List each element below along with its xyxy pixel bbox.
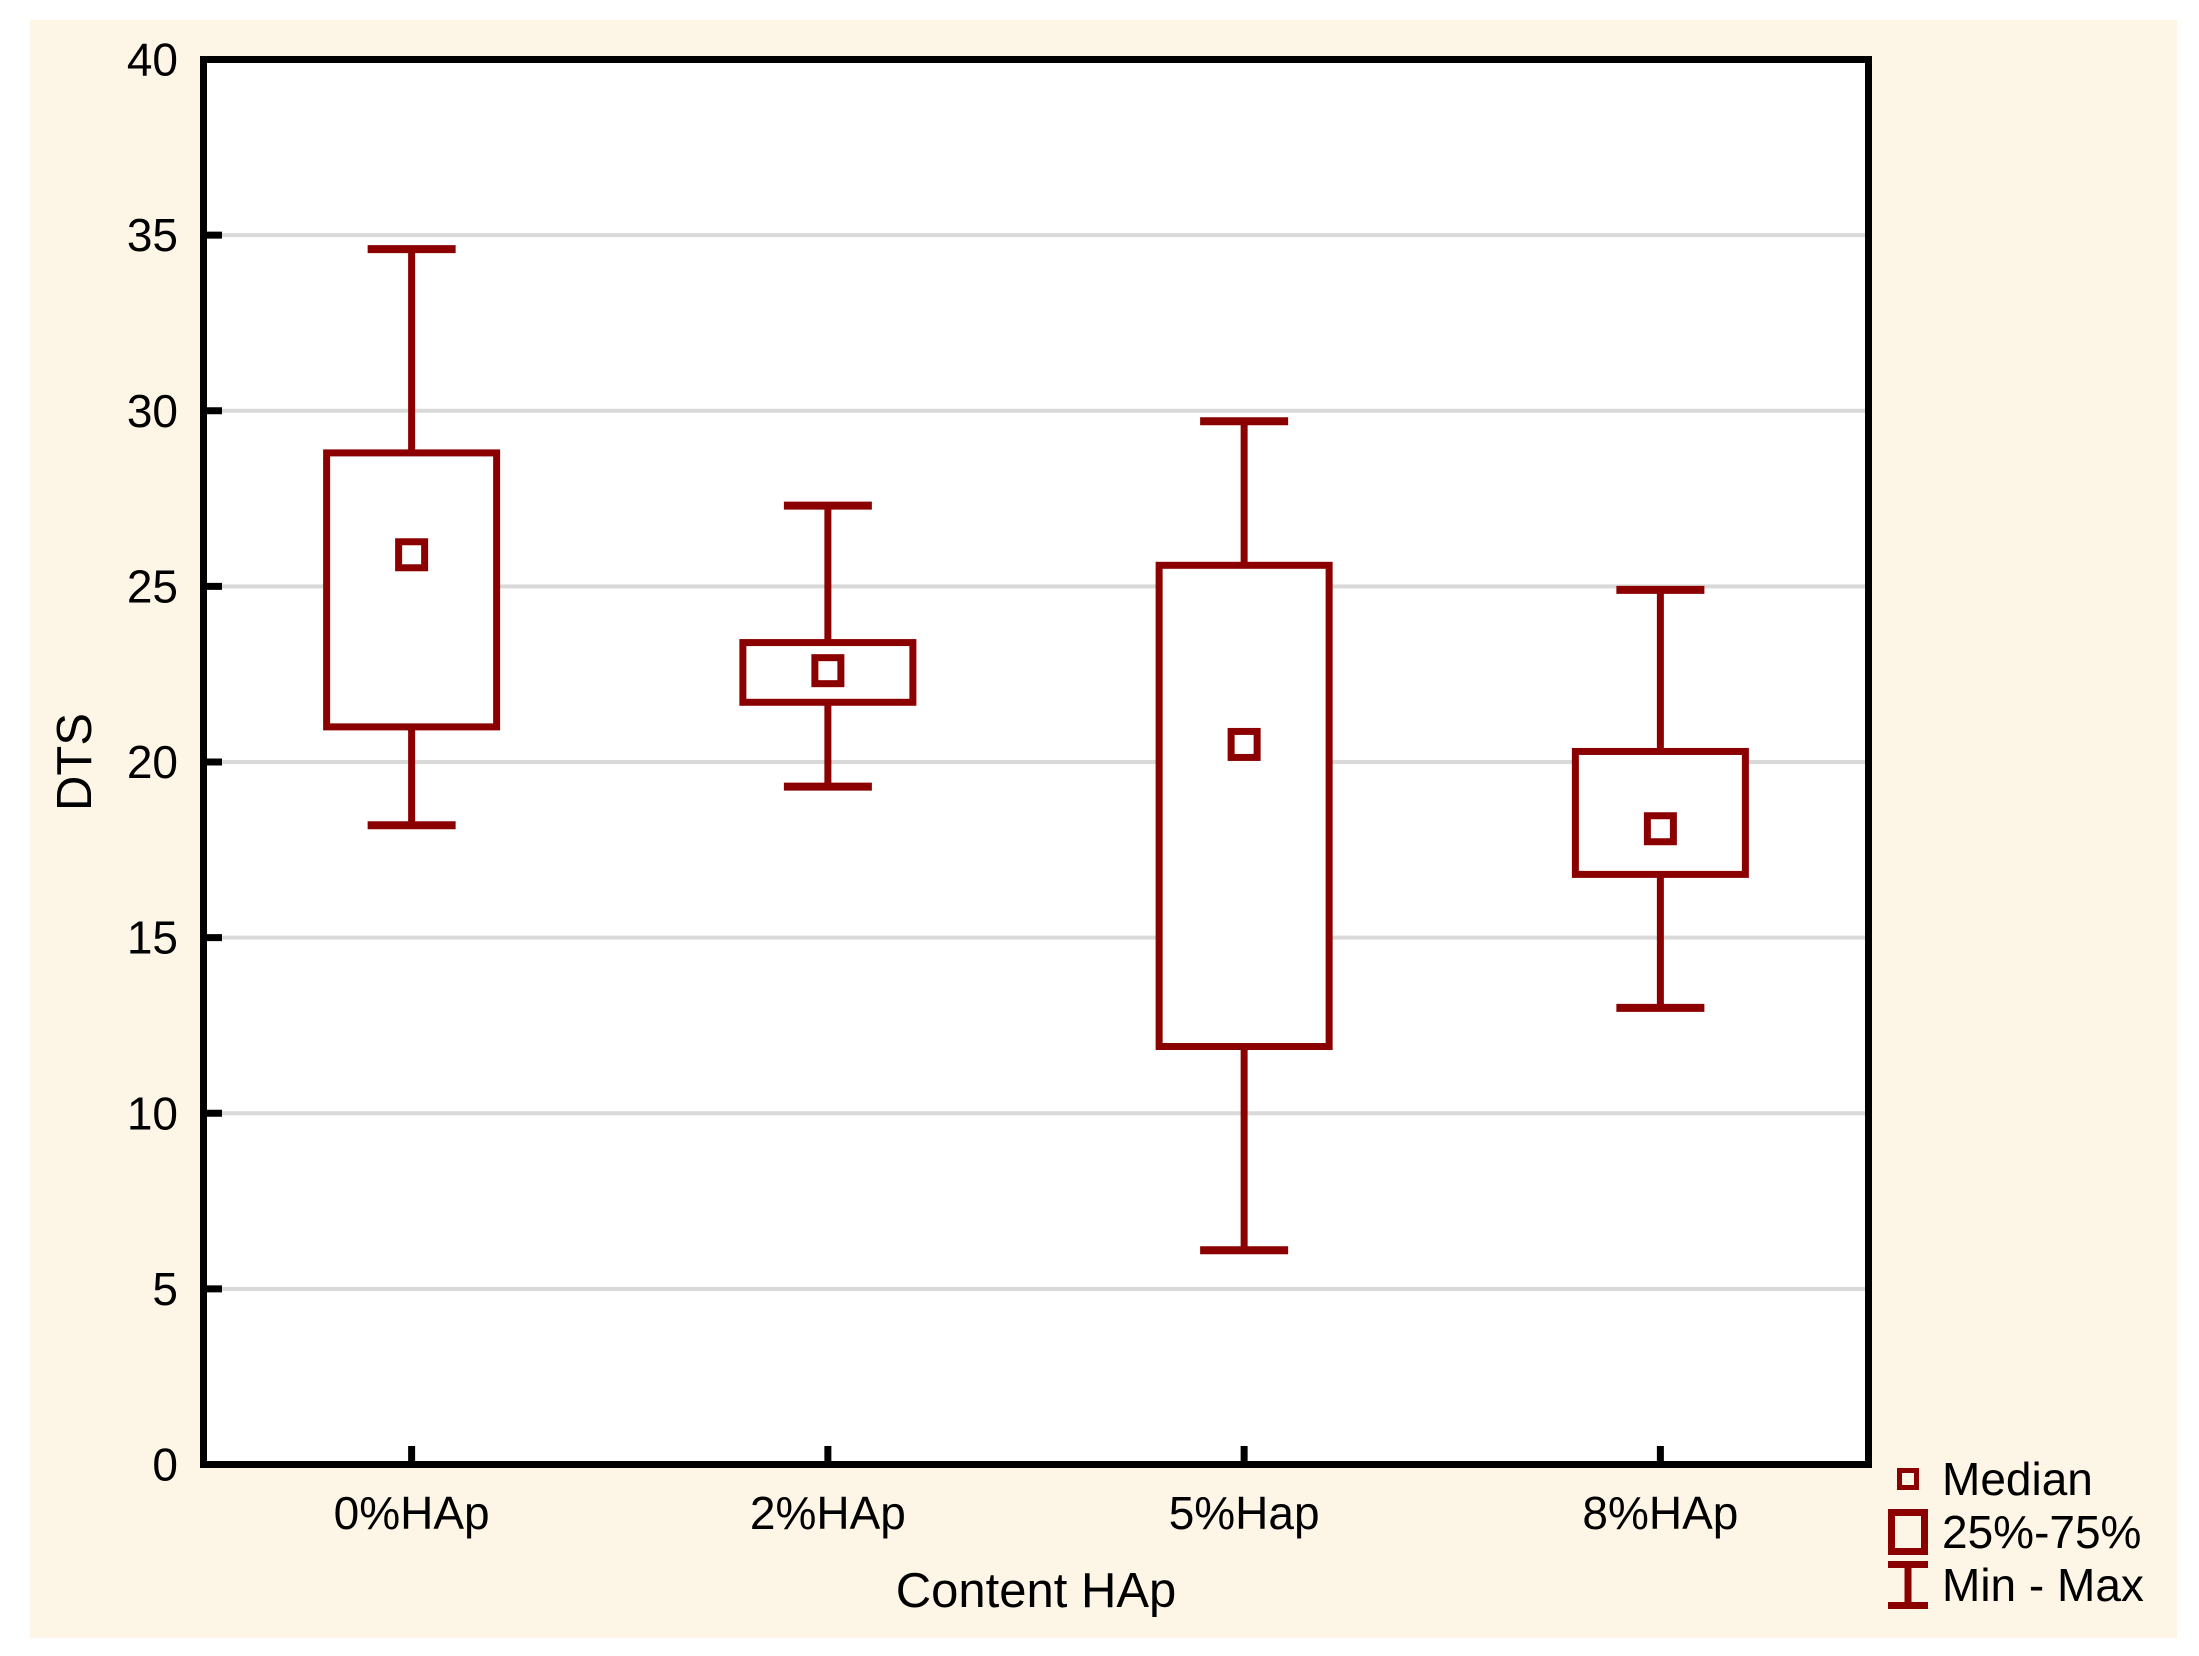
box-marker-icon	[1888, 1508, 1928, 1555]
category-label-0: 0%HAp	[334, 1487, 490, 1539]
y-tick-label-5: 5	[152, 1263, 178, 1315]
y-tick-label-15: 15	[127, 912, 178, 964]
legend-marker-col	[1886, 1560, 1930, 1610]
category-label-3: 8%HAp	[1582, 1487, 1738, 1539]
iqr-box-1	[739, 639, 917, 706]
x-axis-title: Content HAp	[895, 1564, 1177, 1618]
legend-label-box: 25%-75%	[1942, 1505, 2142, 1558]
y-tick-label-0: 0	[152, 1439, 178, 1491]
y-tick-label-20: 20	[127, 736, 178, 788]
legend-marker-col	[1886, 1467, 1930, 1490]
legend-row-box: 25%-75%	[1886, 1505, 2144, 1558]
legend-marker-col	[1886, 1508, 1930, 1555]
median-marker-3	[1643, 812, 1677, 846]
iqr-box-0	[323, 449, 501, 731]
median-marker-1	[811, 654, 845, 688]
minmax-marker-icon	[1888, 1560, 1928, 1609]
category-label-2: 5%Hap	[1169, 1487, 1320, 1539]
legend-row-median: Median	[1886, 1452, 2144, 1505]
y-tick-label-35: 35	[127, 209, 178, 261]
legend: Median 25%-75% Min - Max	[1886, 1452, 2144, 1611]
median-marker-2	[1227, 727, 1261, 761]
y-tick-label-30: 30	[127, 385, 178, 437]
y-tick-label-10: 10	[127, 1087, 178, 1139]
y-axis-title: DTS	[48, 713, 102, 811]
median-marker-icon	[1897, 1467, 1919, 1490]
legend-row-minmax: Min - Max	[1886, 1558, 2144, 1611]
category-label-1: 2%HAp	[750, 1487, 906, 1539]
y-tick-label-25: 25	[127, 560, 178, 612]
median-marker-0	[395, 538, 429, 572]
legend-label-median: Median	[1942, 1452, 2093, 1505]
legend-label-minmax: Min - Max	[1942, 1558, 2144, 1611]
y-tick-label-40: 40	[127, 34, 178, 86]
iqr-box-2	[1155, 561, 1333, 1051]
plot-frame	[200, 56, 1872, 1468]
